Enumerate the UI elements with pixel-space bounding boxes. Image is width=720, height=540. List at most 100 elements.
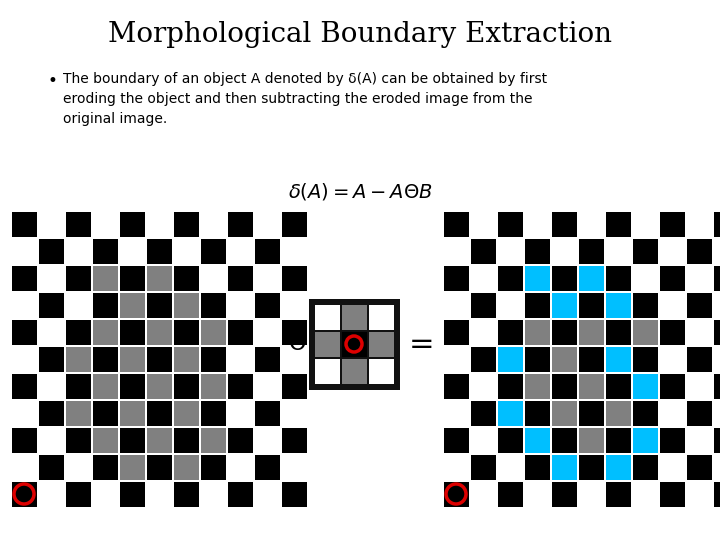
- Bar: [39, 212, 64, 237]
- Bar: [606, 212, 631, 237]
- Bar: [369, 359, 394, 384]
- Bar: [633, 401, 658, 426]
- Bar: [498, 428, 523, 453]
- Bar: [525, 239, 550, 264]
- Bar: [342, 359, 367, 384]
- Bar: [714, 428, 720, 453]
- Bar: [579, 455, 604, 480]
- Bar: [687, 239, 712, 264]
- Bar: [282, 401, 307, 426]
- Bar: [444, 482, 469, 507]
- Bar: [12, 212, 37, 237]
- Bar: [471, 428, 496, 453]
- Bar: [174, 401, 199, 426]
- Bar: [552, 266, 577, 291]
- Bar: [606, 374, 631, 399]
- Bar: [498, 320, 523, 345]
- Bar: [93, 212, 118, 237]
- Bar: [552, 347, 577, 372]
- Bar: [93, 482, 118, 507]
- Bar: [39, 320, 64, 345]
- Bar: [444, 401, 469, 426]
- Bar: [660, 482, 685, 507]
- Bar: [660, 320, 685, 345]
- Bar: [498, 482, 523, 507]
- Bar: [255, 347, 280, 372]
- Bar: [606, 482, 631, 507]
- Bar: [714, 266, 720, 291]
- Bar: [120, 374, 145, 399]
- Bar: [342, 332, 367, 357]
- Bar: [579, 347, 604, 372]
- Bar: [39, 428, 64, 453]
- Bar: [201, 320, 226, 345]
- Bar: [120, 266, 145, 291]
- Bar: [687, 401, 712, 426]
- Bar: [201, 482, 226, 507]
- Bar: [579, 266, 604, 291]
- Bar: [525, 428, 550, 453]
- Bar: [633, 428, 658, 453]
- Bar: [147, 239, 172, 264]
- Bar: [444, 455, 469, 480]
- Bar: [201, 293, 226, 318]
- Bar: [687, 455, 712, 480]
- Bar: [633, 374, 658, 399]
- Bar: [525, 401, 550, 426]
- Bar: [687, 266, 712, 291]
- Bar: [660, 347, 685, 372]
- Text: $\Theta$: $\Theta$: [288, 334, 306, 354]
- Bar: [66, 455, 91, 480]
- Bar: [633, 482, 658, 507]
- Bar: [147, 212, 172, 237]
- Bar: [120, 293, 145, 318]
- Bar: [579, 374, 604, 399]
- Bar: [255, 266, 280, 291]
- Bar: [174, 374, 199, 399]
- Bar: [579, 212, 604, 237]
- Bar: [714, 482, 720, 507]
- Bar: [471, 320, 496, 345]
- Bar: [66, 482, 91, 507]
- Bar: [579, 320, 604, 345]
- Bar: [228, 455, 253, 480]
- Bar: [201, 374, 226, 399]
- Bar: [660, 293, 685, 318]
- Bar: [471, 455, 496, 480]
- Bar: [147, 320, 172, 345]
- Bar: [471, 212, 496, 237]
- Bar: [228, 347, 253, 372]
- Bar: [66, 239, 91, 264]
- Bar: [633, 347, 658, 372]
- Bar: [255, 293, 280, 318]
- Bar: [606, 428, 631, 453]
- Bar: [369, 332, 394, 357]
- Bar: [255, 239, 280, 264]
- Bar: [174, 239, 199, 264]
- Bar: [66, 293, 91, 318]
- Bar: [606, 455, 631, 480]
- Bar: [147, 401, 172, 426]
- Bar: [255, 401, 280, 426]
- Bar: [471, 266, 496, 291]
- Bar: [633, 212, 658, 237]
- Bar: [579, 293, 604, 318]
- Bar: [174, 320, 199, 345]
- Bar: [66, 401, 91, 426]
- Bar: [228, 239, 253, 264]
- Bar: [315, 332, 340, 357]
- Bar: [201, 455, 226, 480]
- Bar: [228, 212, 253, 237]
- Bar: [228, 320, 253, 345]
- Bar: [660, 266, 685, 291]
- Bar: [498, 293, 523, 318]
- Bar: [498, 401, 523, 426]
- Bar: [579, 482, 604, 507]
- Bar: [147, 455, 172, 480]
- Bar: [147, 482, 172, 507]
- Bar: [228, 266, 253, 291]
- Bar: [552, 401, 577, 426]
- Bar: [606, 401, 631, 426]
- Bar: [606, 266, 631, 291]
- Bar: [12, 374, 37, 399]
